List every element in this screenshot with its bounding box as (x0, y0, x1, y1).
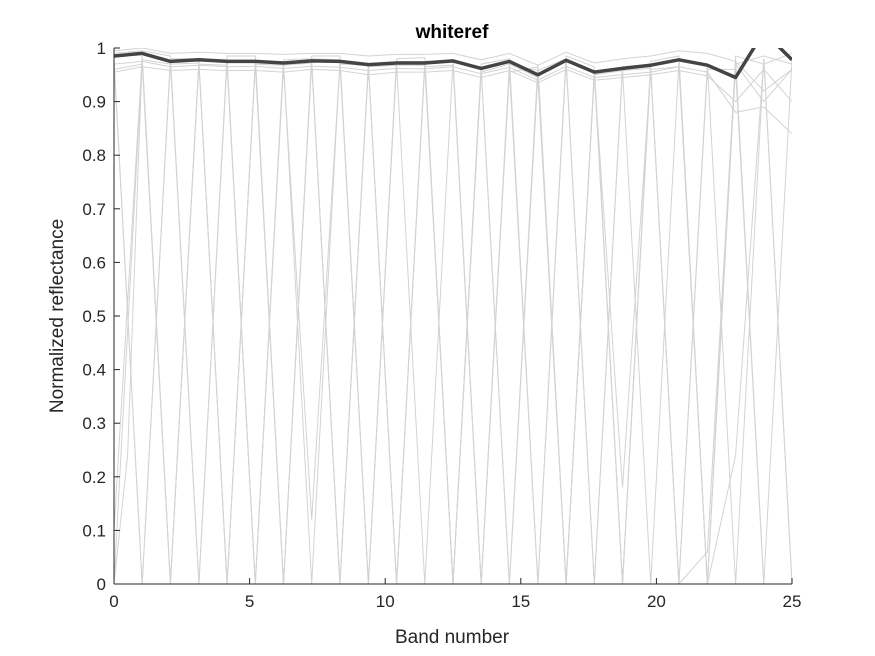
mean-series-line (114, 48, 792, 80)
x-tick-label: 15 (511, 592, 530, 611)
x-tick-label: 20 (647, 592, 666, 611)
y-tick-label: 0.9 (82, 93, 106, 112)
x-axis-label: Band number (395, 627, 510, 648)
mean-line-group (114, 48, 792, 80)
y-tick-label: 0.5 (82, 307, 106, 326)
background-line-7 (114, 50, 792, 584)
x-tick-label: 0 (109, 592, 118, 611)
y-tick-label: 0.8 (82, 146, 106, 165)
y-tick-label: 0.4 (82, 361, 106, 380)
y-tick-label: 0.1 (82, 521, 106, 540)
background-line-1 (114, 48, 792, 92)
y-tick-label: 0.6 (82, 253, 106, 272)
y-tick-label: 0.2 (82, 468, 106, 487)
y-tick-label: 0 (97, 575, 106, 594)
y-tick-label: 0.3 (82, 414, 106, 433)
y-tick-label: 0.7 (82, 200, 106, 219)
y-tick-label: 1 (97, 39, 106, 58)
chart-title: whiteref (415, 22, 490, 43)
x-tick-label: 25 (783, 592, 802, 611)
x-tick-label: 5 (245, 592, 254, 611)
ticks-group: 0 5 10 15 20 25 0 0.1 0.2 0.3 0.4 0.5 0.6 0.7 0.8 0.9 1 (82, 39, 801, 611)
y-axis-label: Normalized reflectance (47, 219, 68, 413)
x-tick-label: 10 (376, 592, 395, 611)
